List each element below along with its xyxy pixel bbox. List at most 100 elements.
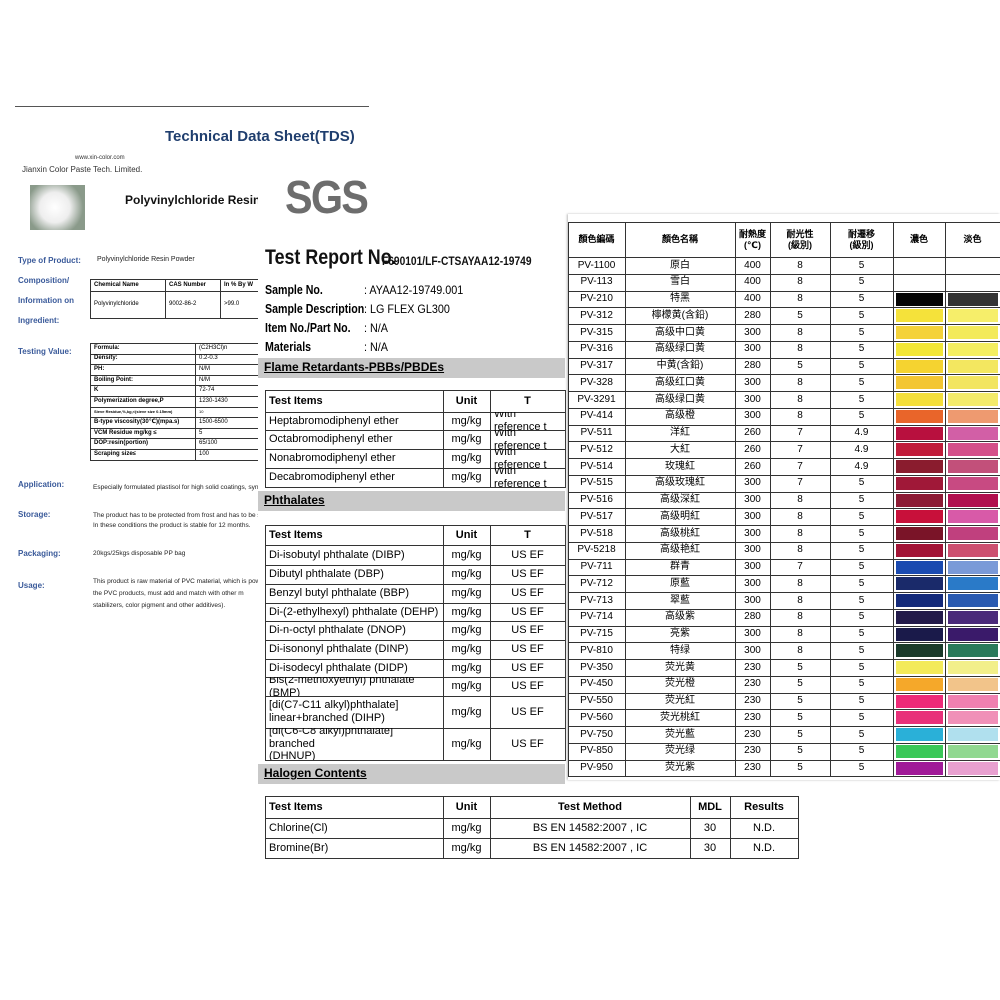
color-table-cell: 群青 [625,558,736,577]
color-table-cell: PV-350 [568,659,626,677]
color-table-cell: 荧光黄 [625,659,736,677]
color-table-cell [893,307,946,325]
color-table-cell [893,424,946,443]
sgs-field-value: : N/A [364,321,389,335]
swatch [896,744,943,758]
color-table-cell: 7 [770,424,831,443]
color-table-cell: 5 [770,726,831,744]
color-table-cell: 300 [735,642,771,660]
color-table-cell: 高级橙 [625,407,736,426]
swatch [948,610,998,624]
swatch [948,577,998,591]
halogen-cell: Test Items [265,796,444,819]
color-table-cell: 翠藍 [625,592,736,610]
color-table-cell: 8 [770,592,831,610]
color-table-cell [893,709,946,727]
color-table-cell: 230 [735,742,771,761]
swatch [948,527,998,540]
color-table-cell: 5 [830,592,894,610]
color-table-cell [893,642,946,660]
color-table-cell [945,743,1000,761]
color-table-cell [893,508,946,526]
color-table-cell: 5 [830,508,894,526]
color-table-cell: 400 [735,257,771,275]
swatch [948,493,998,507]
swatch [896,577,943,591]
color-table-cell [893,491,946,510]
company: Jianxin Color Paste Tech. Limited. [22,165,143,174]
flame-cell: mg/kg [443,468,491,488]
swatch [948,560,998,574]
color-table-cell [945,274,1000,292]
color-table-cell: 8 [770,642,831,660]
swatch [948,443,998,457]
color-table-cell: 400 [735,273,771,292]
swatch [896,594,943,607]
color-table-cell: 5 [830,340,894,359]
swatch [948,460,998,473]
testing-cell: Boiling Point: [90,374,196,387]
halogen-cell: 30 [690,838,731,859]
color-table-cell: PV-518 [568,525,626,543]
swatch [948,309,998,323]
swatch [896,493,943,507]
swatch [896,443,943,457]
color-table-cell: PV-450 [568,675,626,694]
color-table-cell: 300 [735,592,771,610]
color-table-cell [945,693,1000,711]
swatch [948,359,998,373]
color-table-cell: 8 [770,541,831,560]
composition-cell: Polyvinylchloride [90,291,166,319]
swatch [896,627,943,641]
color-table-cell: 300 [735,575,771,593]
color-table-cell [945,374,1000,392]
color-table-cell: 高级中口黄 [625,324,736,342]
color-table-cell [893,625,946,644]
color-table-cell: 中黄(含鉛) [625,357,736,376]
sgs-field-value: : AYAA12-19749.001 [364,283,464,297]
color-table-cell: PV-750 [568,726,626,744]
rule [15,106,369,107]
sgs-field-label: Materials [265,340,312,354]
color-table-cell [945,324,1000,342]
color-table-cell: 大紅 [625,441,736,459]
swatch [948,510,998,524]
color-table-cell: PV-515 [568,474,626,493]
color-table-cell: 5 [830,307,894,325]
phthalates-cell: Test Items [265,525,444,546]
halogen-cell: MDL [690,796,731,819]
color-table-cell [945,760,1000,778]
swatch [896,761,943,775]
composition-frame [90,279,291,319]
color-table-cell: 300 [735,324,771,342]
color-table-cell: PV-850 [568,742,626,761]
testing-cell: Polymerization degree,P [90,396,196,408]
color-table-cell [893,558,946,577]
color-table-cell [945,659,1000,677]
color-table-cell [893,441,946,459]
color-table-cell: 5 [830,541,894,560]
color-table-cell: PV-950 [568,759,626,778]
color-table-cell: 洋紅 [625,424,736,443]
section-bar: Halogen Contents [258,764,565,784]
section-text: This product is raw material of PVC mate… [93,578,264,585]
swatch [896,476,943,490]
color-table-cell: 玫瑰紅 [625,458,736,476]
color-table-cell: PV-210 [568,290,626,309]
color-table-cell [945,408,1000,426]
color-table-cell [945,341,1000,359]
swatch [896,677,943,691]
field-label: Packaging: [18,549,61,558]
phthalates-cell: mg/kg [443,584,491,604]
halogen-cell: Results [730,796,799,819]
phthalates-cell: Di-(2-ethylhexyl) phthalate (DEHP) [265,603,444,622]
color-table-cell: 5 [770,675,831,694]
color-table-cell: 300 [735,391,771,409]
swatch [896,309,943,323]
phthalates-cell: US EF [490,659,566,678]
phthalates-cell: US EF [490,584,566,604]
color-table-cell: 檸檬黄(含鉛) [625,307,736,325]
flame-cell: Nonabromodiphenyl ether [265,449,444,469]
sgs-field-label: Item No./Part No. [265,321,351,335]
section-text: The product has to be protected from fro… [93,512,267,519]
